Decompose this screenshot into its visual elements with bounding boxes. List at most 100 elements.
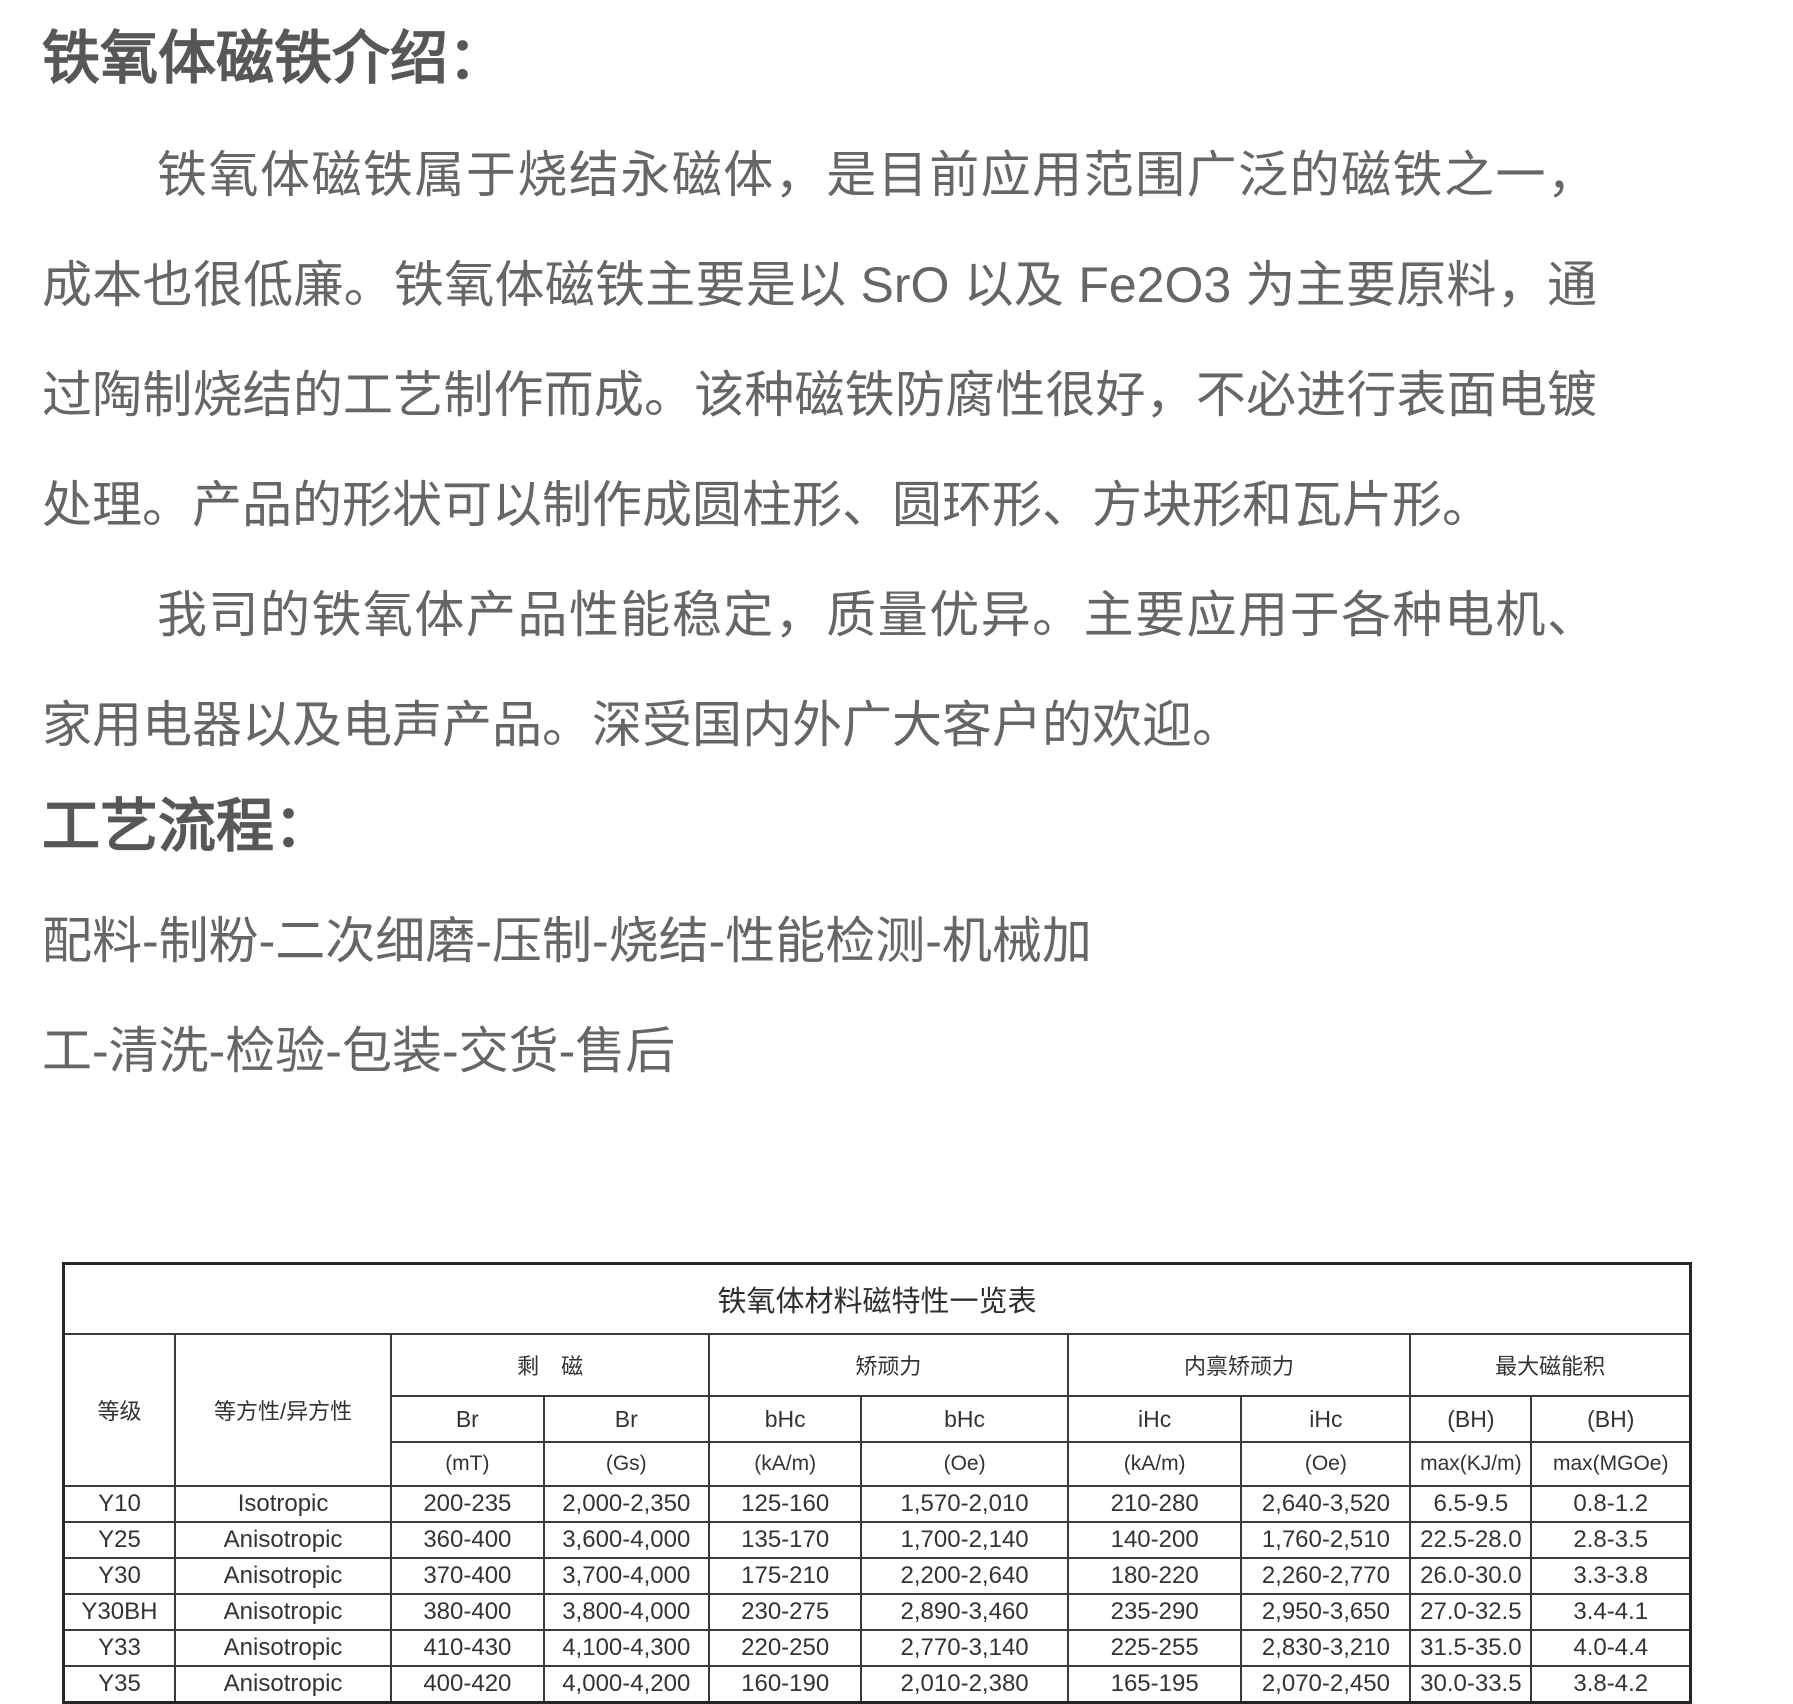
unit-cell: (mT) — [390, 1441, 545, 1487]
col-group-max-energy-product: 最大磁能积 — [1409, 1333, 1692, 1397]
table-row: Y33 Anisotropic 410-430 4,100-4,300 220-… — [62, 1629, 1692, 1667]
subheader-cell: (BH) — [1530, 1395, 1692, 1443]
value-cell: 165-195 — [1066, 1665, 1243, 1704]
value-cell: 3,600-4,000 — [542, 1521, 711, 1559]
value-cell: 1,760-2,510 — [1240, 1521, 1412, 1559]
value-cell: 2.8-3.5 — [1530, 1521, 1692, 1559]
value-cell: 225-255 — [1066, 1629, 1243, 1667]
isotropy-cell: Anisotropic — [173, 1521, 393, 1559]
intro-paragraph-2: 我司的铁氧体产品性能稳定，质量优异。主要应用于各种电机、家用电器以及电声产品。深… — [42, 587, 1597, 753]
value-cell: 125-160 — [707, 1485, 863, 1523]
col-header-isotropy: 等方性/异方性 — [173, 1333, 393, 1487]
table-row: Y30BH Anisotropic 380-400 3,800-4,000 23… — [62, 1593, 1692, 1631]
value-cell: 220-250 — [707, 1629, 863, 1667]
value-cell: 3.3-3.8 — [1530, 1557, 1692, 1595]
unit-cell: (kA/m) — [707, 1441, 863, 1487]
subheader-cell: Br — [542, 1395, 711, 1443]
value-cell: 30.0-33.5 — [1409, 1665, 1533, 1704]
value-cell: 180-220 — [1066, 1557, 1243, 1595]
isotropy-cell: Anisotropic — [173, 1593, 393, 1631]
isotropy-cell: Anisotropic — [173, 1557, 393, 1595]
value-cell: 2,000-2,350 — [542, 1485, 711, 1523]
isotropy-cell: Anisotropic — [173, 1665, 393, 1704]
table-row: Y35 Anisotropic 400-420 4,000-4,200 160-… — [62, 1665, 1692, 1704]
unit-cell: (kA/m) — [1066, 1441, 1243, 1487]
table-title-row: 铁氧体材料磁特性一览表 — [62, 1262, 1692, 1335]
col-group-remanence: 剩 磁 — [390, 1333, 710, 1397]
grade-cell: Y35 — [62, 1665, 176, 1704]
unit-cell: max(MGOe) — [1530, 1441, 1692, 1487]
value-cell: 4,100-4,300 — [542, 1629, 711, 1667]
value-cell: 175-210 — [707, 1557, 863, 1595]
subheader-cell: iHc — [1066, 1395, 1243, 1443]
process-flow-text: 配料-制粉-二次细磨-压制-烧结-性能检测-机械加工-清洗-检验-包装-交货-售… — [42, 913, 1092, 1079]
value-cell: 140-200 — [1066, 1521, 1243, 1559]
subheader-cell: bHc — [860, 1395, 1069, 1443]
grade-cell: Y30BH — [62, 1593, 176, 1631]
unit-cell: max(KJ/m) — [1409, 1441, 1533, 1487]
value-cell: 3,700-4,000 — [542, 1557, 711, 1595]
value-cell: 6.5-9.5 — [1409, 1485, 1533, 1523]
intro-heading: 铁氧体磁铁介绍： — [42, 26, 507, 91]
value-cell: 160-190 — [707, 1665, 863, 1704]
value-cell: 230-275 — [707, 1593, 863, 1631]
value-cell: 380-400 — [390, 1593, 545, 1631]
value-cell: 1,700-2,140 — [860, 1521, 1069, 1559]
value-cell: 3,800-4,000 — [542, 1593, 711, 1631]
subheader-cell: bHc — [707, 1395, 863, 1443]
table-row: Y30 Anisotropic 370-400 3,700-4,000 175-… — [62, 1557, 1692, 1595]
process-heading: 工艺流程： — [42, 794, 333, 859]
isotropy-cell: Isotropic — [173, 1485, 393, 1523]
value-cell: 2,260-2,770 — [1240, 1557, 1412, 1595]
magnetic-properties-table: 铁氧体材料磁特性一览表 等级 等方性/异方性 剩 磁 矫顽力 内禀矫顽力 最大磁… — [62, 1262, 1692, 1704]
value-cell: 22.5-28.0 — [1409, 1521, 1533, 1559]
value-cell: 2,890-3,460 — [860, 1593, 1069, 1631]
table-subheader-row: Br Br bHc bHc iHc iHc (BH) (BH) — [64, 1395, 1692, 1443]
unit-cell: (Oe) — [860, 1441, 1069, 1487]
grade-cell: Y33 — [62, 1629, 176, 1667]
value-cell: 3.8-4.2 — [1530, 1665, 1692, 1704]
value-cell: 2,010-2,380 — [860, 1665, 1069, 1704]
value-cell: 1,570-2,010 — [860, 1485, 1069, 1523]
value-cell: 2,830-3,210 — [1240, 1629, 1412, 1667]
value-cell: 26.0-30.0 — [1409, 1557, 1533, 1595]
col-group-coercivity: 矫顽力 — [708, 1333, 1069, 1397]
value-cell: 370-400 — [390, 1557, 545, 1595]
value-cell: 235-290 — [1066, 1593, 1243, 1631]
subheader-cell: (BH) — [1409, 1395, 1533, 1443]
table-title: 铁氧体材料磁特性一览表 — [62, 1262, 1692, 1335]
value-cell: 400-420 — [390, 1665, 545, 1704]
value-cell: 3.4-4.1 — [1530, 1593, 1692, 1631]
value-cell: 360-400 — [390, 1521, 545, 1559]
value-cell: 210-280 — [1066, 1485, 1243, 1523]
value-cell: 2,950-3,650 — [1240, 1593, 1412, 1631]
subheader-cell: iHc — [1240, 1395, 1412, 1443]
subheader-cell: Br — [390, 1395, 545, 1443]
isotropy-cell: Anisotropic — [173, 1629, 393, 1667]
value-cell: 135-170 — [707, 1521, 863, 1559]
unit-cell: (Gs) — [542, 1441, 711, 1487]
value-cell: 2,640-3,520 — [1240, 1485, 1412, 1523]
value-cell: 2,070-2,450 — [1240, 1665, 1412, 1704]
table-row: Y25 Anisotropic 360-400 3,600-4,000 135-… — [62, 1521, 1692, 1559]
value-cell: 2,770-3,140 — [860, 1629, 1069, 1667]
value-cell: 200-235 — [390, 1485, 545, 1523]
value-cell: 31.5-35.0 — [1409, 1629, 1533, 1667]
value-cell: 410-430 — [390, 1629, 545, 1667]
value-cell: 4.0-4.4 — [1530, 1629, 1692, 1667]
value-cell: 0.8-1.2 — [1530, 1485, 1692, 1523]
value-cell: 27.0-32.5 — [1409, 1593, 1533, 1631]
value-cell: 2,200-2,640 — [860, 1557, 1069, 1595]
table-row: Y10 Isotropic 200-235 2,000-2,350 125-16… — [62, 1485, 1692, 1523]
value-cell: 4,000-4,200 — [542, 1665, 711, 1704]
unit-cell: (Oe) — [1240, 1441, 1412, 1487]
intro-paragraph-1: 铁氧体磁铁属于烧结永磁体，是目前应用范围广泛的磁铁之一，成本也很低廉。铁氧体磁铁… — [42, 147, 1597, 533]
col-header-grade: 等级 — [62, 1333, 176, 1487]
table-group-header-row: 等级 等方性/异方性 剩 磁 矫顽力 内禀矫顽力 最大磁能积 — [62, 1333, 1692, 1487]
grade-cell: Y25 — [62, 1521, 176, 1559]
table-units-row: (mT) (Gs) (kA/m) (Oe) (kA/m) (Oe) max(KJ… — [64, 1441, 1692, 1487]
col-group-intrinsic-coercivity: 内禀矫顽力 — [1066, 1333, 1412, 1397]
grade-cell: Y10 — [62, 1485, 176, 1523]
